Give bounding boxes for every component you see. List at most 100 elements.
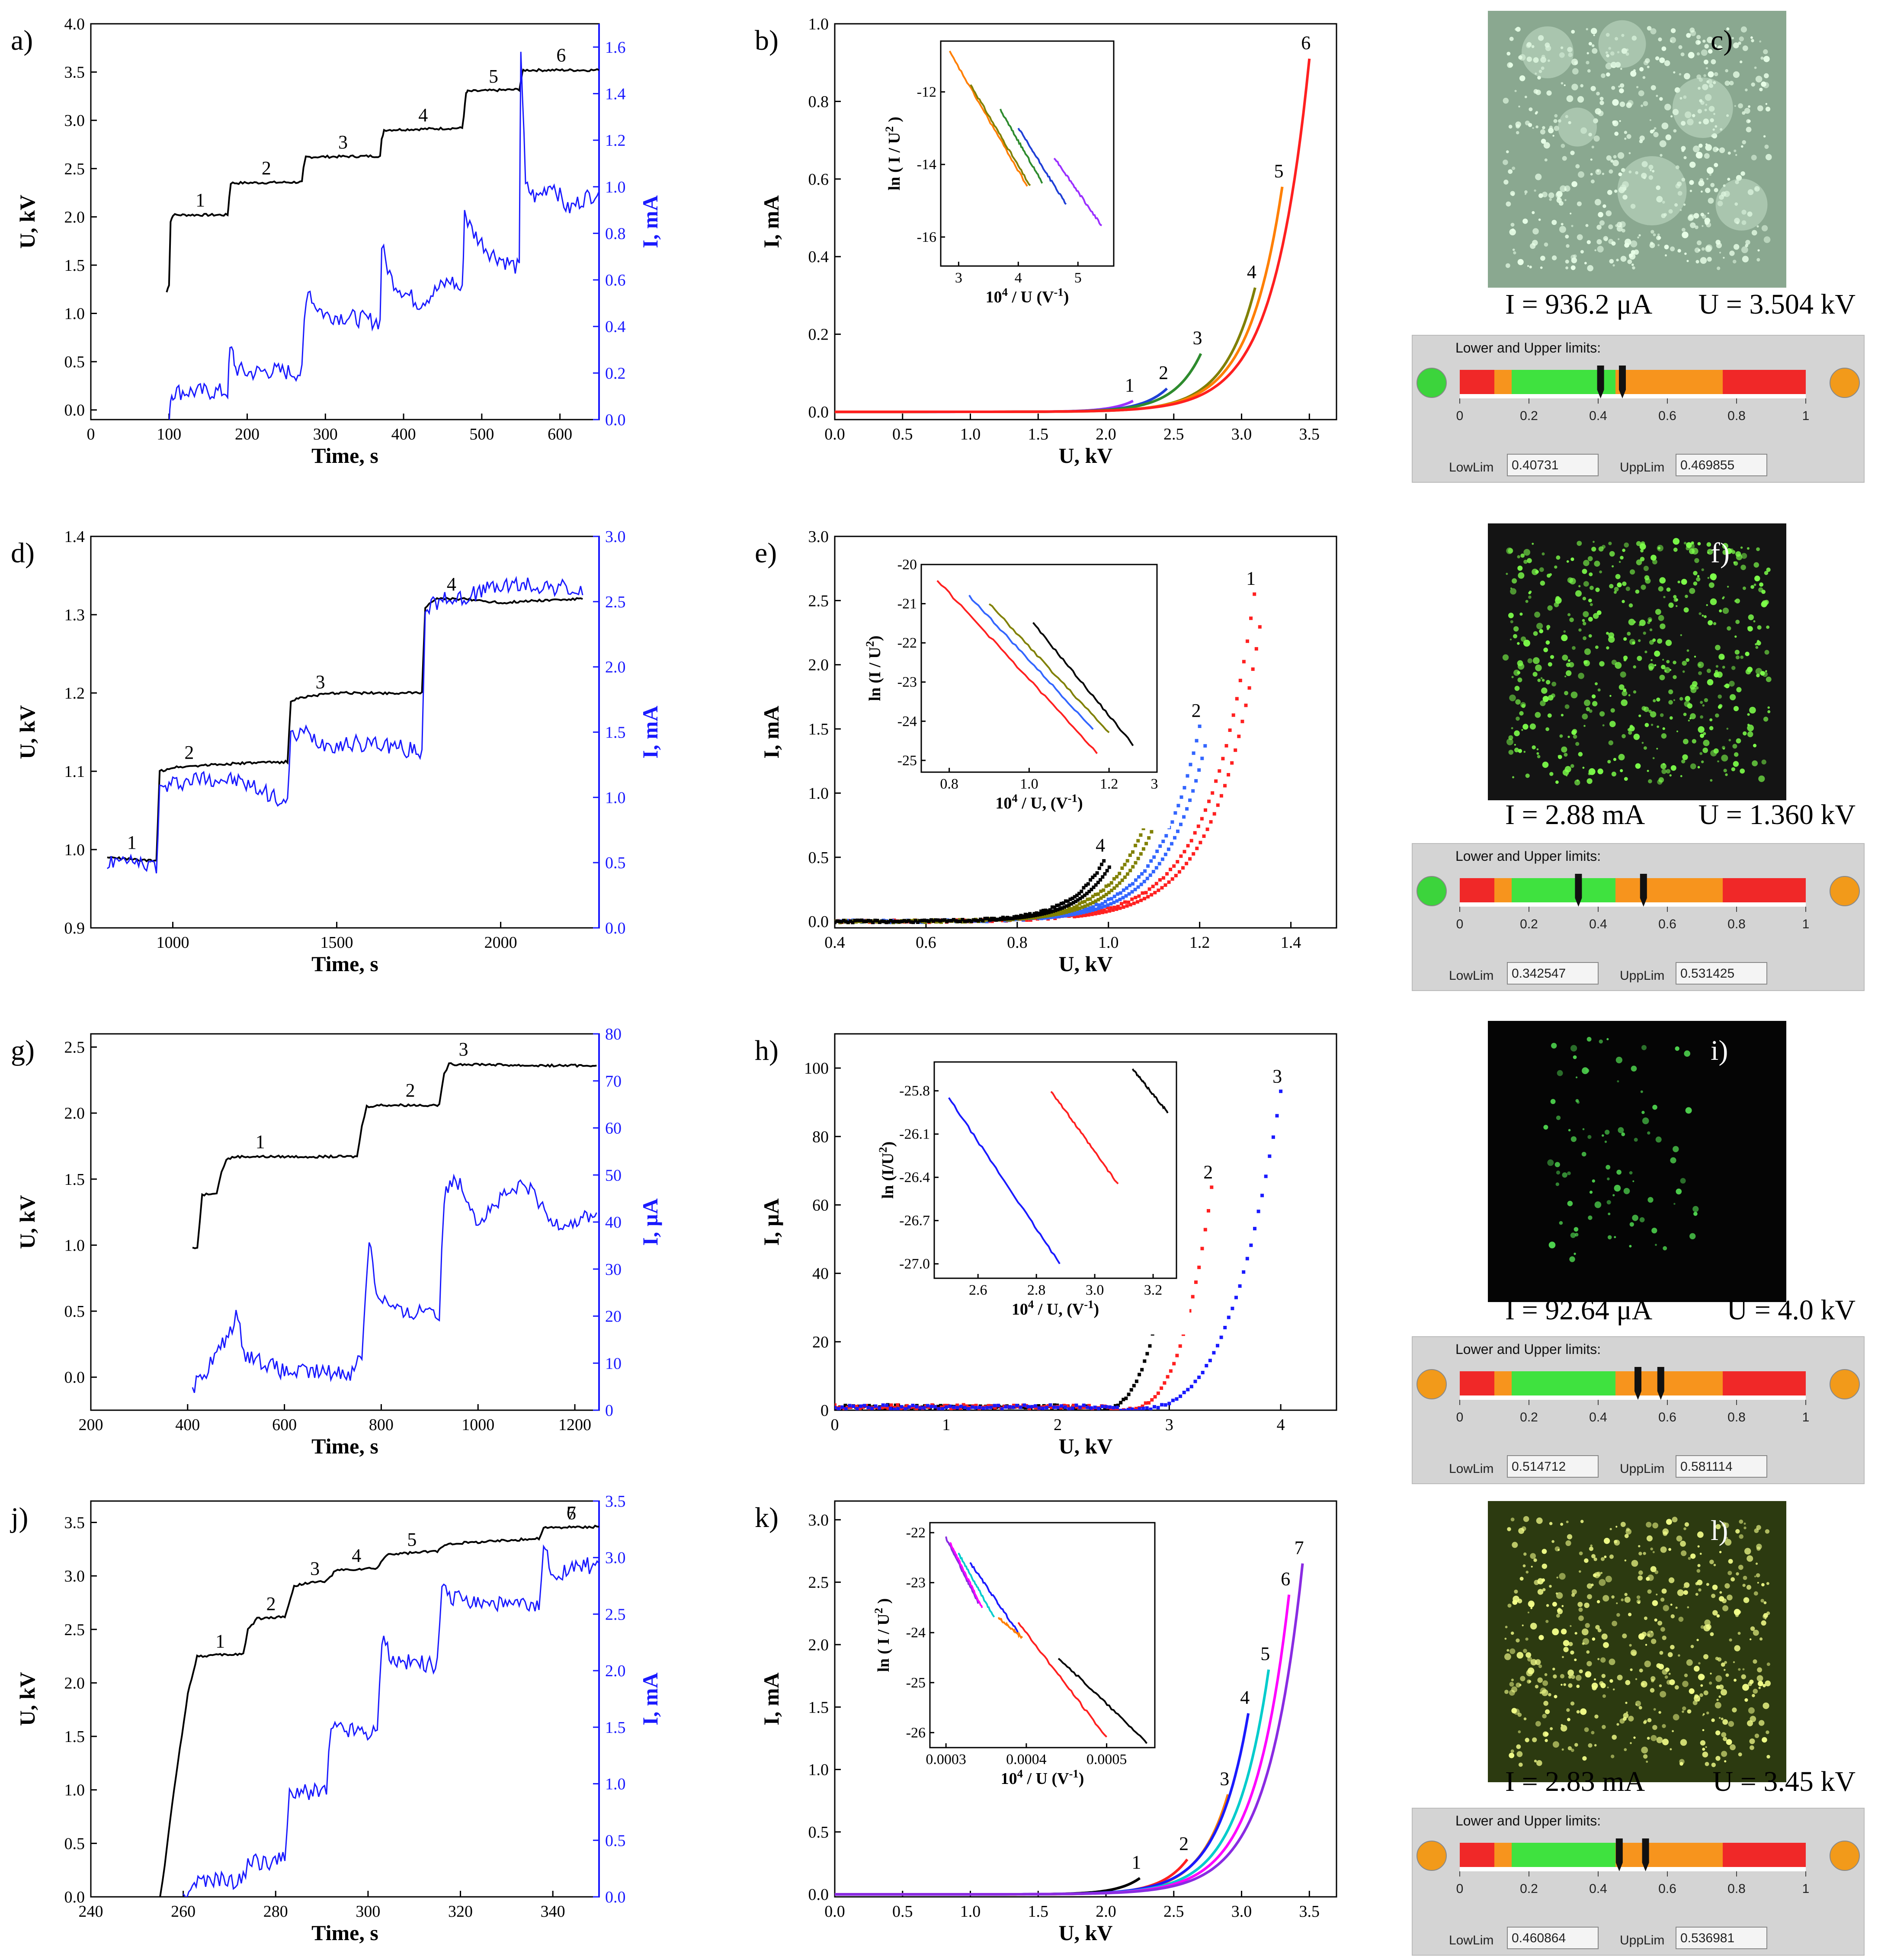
spot	[1553, 1674, 1557, 1679]
spot	[1721, 1717, 1724, 1720]
spot	[1706, 1711, 1709, 1715]
spot	[1618, 754, 1625, 760]
spot	[1704, 44, 1709, 49]
step-label: 3	[310, 1558, 320, 1579]
data-point	[1023, 1406, 1027, 1409]
spot	[1684, 1522, 1689, 1527]
spot	[1519, 711, 1524, 716]
spot	[1679, 1759, 1685, 1764]
data-point	[1118, 872, 1122, 876]
scale-label: 0.2	[1520, 1410, 1538, 1424]
data-point	[1096, 881, 1100, 884]
data-point	[1260, 1193, 1264, 1197]
data-point	[1081, 912, 1085, 916]
inset-line	[970, 84, 1031, 186]
plot-area	[192, 1062, 597, 1393]
data-point	[1186, 1388, 1190, 1392]
data-point	[1138, 1407, 1141, 1410]
data-point	[1155, 850, 1159, 853]
spot	[1709, 718, 1713, 722]
data-point	[1192, 852, 1195, 856]
spot	[1574, 1658, 1577, 1662]
data-point	[1109, 881, 1113, 885]
spot	[1520, 636, 1526, 642]
spot	[1706, 542, 1711, 547]
spot	[1614, 590, 1617, 594]
data-point	[1073, 908, 1076, 912]
data-point	[1094, 899, 1098, 903]
spot	[1551, 220, 1557, 225]
data-point	[1093, 892, 1097, 896]
data-point	[907, 919, 911, 923]
spot	[1525, 1738, 1529, 1742]
x-tick-label: 0.4	[824, 933, 845, 952]
spot	[1722, 607, 1729, 614]
spot	[1556, 1171, 1561, 1175]
spot	[1564, 84, 1566, 87]
data-point	[1071, 1404, 1075, 1407]
data-point	[1001, 915, 1005, 919]
spot	[1568, 1642, 1573, 1646]
spot	[1630, 569, 1635, 575]
data-point	[1069, 902, 1073, 906]
spot	[1696, 52, 1700, 56]
spot	[1694, 1665, 1700, 1672]
microscope-image	[1488, 1501, 1786, 1782]
spot	[1506, 547, 1513, 555]
data-point	[1195, 847, 1199, 850]
chart-k: 0.0 0.5 1.0 1.5 2.0 2.5 3.0 3.50.00.51.01.52.02…	[755, 1500, 1337, 1945]
spot	[1747, 731, 1753, 738]
spot	[1690, 763, 1696, 770]
spot	[1519, 75, 1525, 81]
spot	[1670, 765, 1676, 771]
spot	[1534, 1580, 1539, 1585]
data-point	[1178, 1344, 1182, 1348]
spot	[1706, 178, 1708, 180]
inset-x-tick-label: 5	[1074, 270, 1082, 286]
data-point	[1128, 883, 1131, 887]
limit-zone	[1460, 370, 1494, 394]
data-point	[1064, 908, 1068, 912]
spot	[1756, 258, 1760, 262]
spot	[1535, 72, 1537, 75]
data-point	[1194, 1280, 1198, 1284]
data-point	[1223, 784, 1227, 788]
bright-disc	[1672, 77, 1733, 138]
spot	[1696, 577, 1701, 582]
inset-y-axis-label: ln (I / U2)	[863, 635, 884, 701]
data-point	[1053, 1403, 1057, 1407]
spot	[1694, 1695, 1701, 1702]
spot	[1710, 183, 1715, 187]
spot	[1508, 169, 1513, 174]
spot	[1606, 210, 1612, 217]
spot	[1765, 103, 1768, 105]
spot	[1719, 1591, 1722, 1594]
spot	[1676, 1188, 1682, 1195]
inset-x-axis-label: 104 / U, (V-1)	[1012, 1298, 1099, 1318]
data-point	[1123, 900, 1127, 904]
curve-label: 6	[1281, 1568, 1290, 1589]
spot	[1638, 1706, 1642, 1710]
spot	[1558, 755, 1560, 757]
data-point	[1063, 1405, 1067, 1409]
spot	[1681, 1550, 1687, 1556]
spot	[1650, 169, 1652, 171]
spot	[1588, 617, 1593, 622]
y2-tick-label: 2.0	[605, 1662, 626, 1680]
spot	[1556, 1592, 1563, 1599]
spot	[1568, 662, 1574, 667]
spot	[1599, 711, 1605, 717]
spot	[1614, 1236, 1616, 1238]
y-tick-label: 1.0	[808, 784, 829, 802]
spot	[1579, 1669, 1583, 1674]
inset-line	[1000, 109, 1043, 184]
spot	[1636, 541, 1641, 546]
emission-spots	[1503, 26, 1772, 272]
spot	[1718, 1684, 1724, 1690]
data-point	[967, 1407, 971, 1410]
data-point	[920, 918, 924, 922]
scale-bar	[1460, 394, 1806, 398]
spot	[1547, 713, 1552, 718]
spot	[1709, 173, 1711, 176]
spot	[1593, 613, 1599, 619]
